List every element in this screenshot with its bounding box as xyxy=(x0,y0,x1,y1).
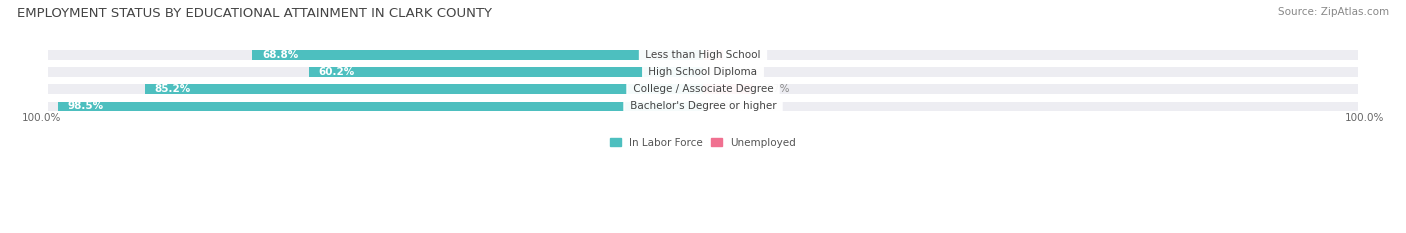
Bar xyxy=(703,50,1358,60)
Bar xyxy=(703,85,1358,94)
Bar xyxy=(703,50,723,60)
Text: High School Diploma: High School Diploma xyxy=(645,67,761,77)
Bar xyxy=(308,67,703,77)
Text: 68.8%: 68.8% xyxy=(262,50,298,60)
Text: 60.2%: 60.2% xyxy=(318,67,354,77)
Text: 100.0%: 100.0% xyxy=(21,113,60,123)
Bar xyxy=(252,50,703,60)
Text: Bachelor's Degree or higher: Bachelor's Degree or higher xyxy=(627,101,779,111)
Bar xyxy=(48,85,703,94)
Bar xyxy=(48,102,703,111)
Bar xyxy=(703,102,1358,111)
Text: 0.0%: 0.0% xyxy=(713,101,740,111)
Bar xyxy=(48,67,703,77)
Text: 100.0%: 100.0% xyxy=(1346,113,1385,123)
Text: Less than High School: Less than High School xyxy=(643,50,763,60)
Text: 98.5%: 98.5% xyxy=(67,101,104,111)
Legend: In Labor Force, Unemployed: In Labor Force, Unemployed xyxy=(606,134,800,152)
Text: 0.0%: 0.0% xyxy=(713,67,740,77)
Text: 3.1%: 3.1% xyxy=(733,50,759,60)
Bar xyxy=(703,85,754,94)
Bar xyxy=(58,102,703,111)
Text: Source: ZipAtlas.com: Source: ZipAtlas.com xyxy=(1278,7,1389,17)
Bar xyxy=(145,85,703,94)
Text: 85.2%: 85.2% xyxy=(155,84,191,94)
Bar xyxy=(703,67,1358,77)
Text: College / Associate Degree: College / Associate Degree xyxy=(630,84,776,94)
Bar xyxy=(48,50,703,60)
Text: EMPLOYMENT STATUS BY EDUCATIONAL ATTAINMENT IN CLARK COUNTY: EMPLOYMENT STATUS BY EDUCATIONAL ATTAINM… xyxy=(17,7,492,20)
Text: 7.7%: 7.7% xyxy=(763,84,790,94)
